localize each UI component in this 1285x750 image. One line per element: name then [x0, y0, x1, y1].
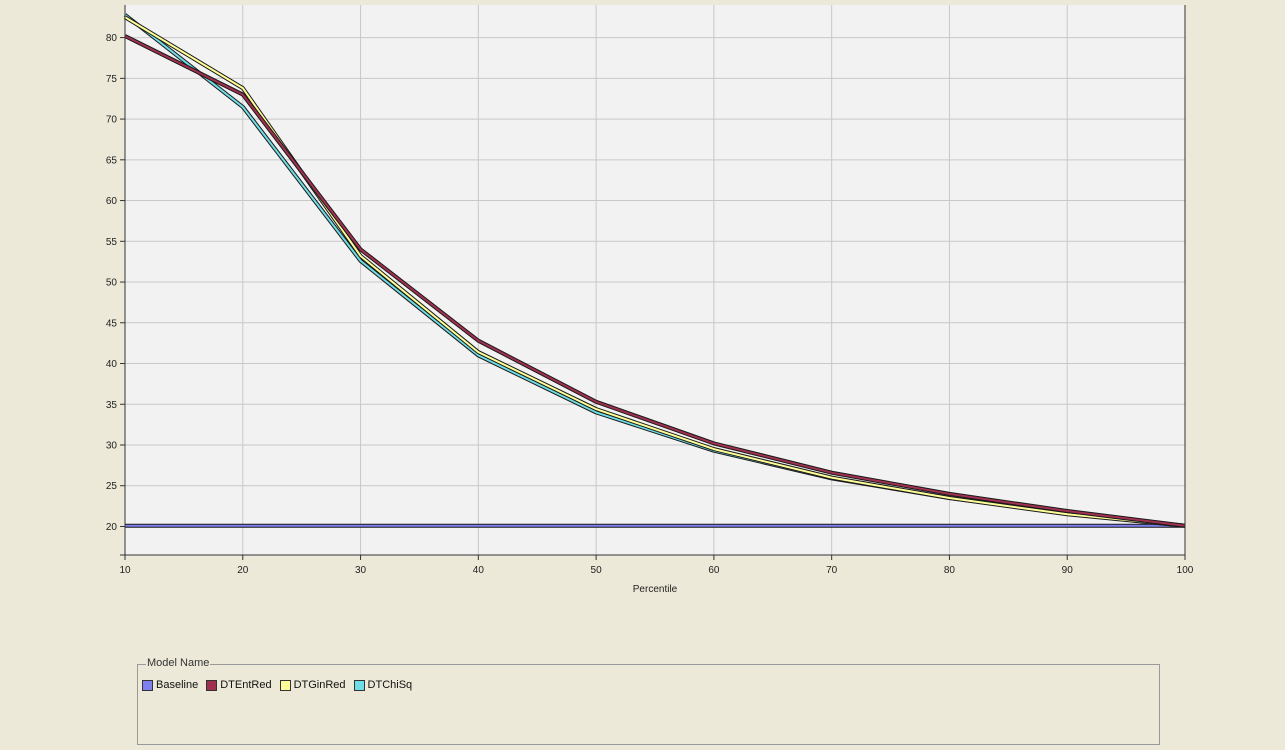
y-tick-label: 75 [106, 74, 118, 85]
y-tick-label: 40 [106, 359, 118, 370]
y-tick-label: 20 [106, 522, 118, 533]
legend-swatch [142, 680, 153, 691]
plot-area [125, 5, 1185, 555]
x-tick-label: 30 [355, 565, 367, 576]
legend-title: Model Name [146, 657, 210, 669]
y-tick-label: 35 [106, 400, 118, 411]
legend-label: DTGinRed [294, 679, 346, 691]
y-tick-label: 70 [106, 115, 118, 126]
y-tick-label: 60 [106, 196, 118, 207]
legend-item-dtginred: DTGinRed [280, 679, 346, 691]
y-tick-label: 25 [106, 481, 118, 492]
legend-items: Baseline DTEntRed DTGinRed DTChiSq [142, 679, 420, 691]
legend-item-baseline: Baseline [142, 679, 198, 691]
y-tick-labels: 20 25 30 35 40 45 50 55 60 65 70 75 80 [106, 33, 125, 533]
legend-swatch [354, 680, 365, 691]
x-tick-label: 70 [826, 565, 838, 576]
x-tick-label: 100 [1177, 565, 1194, 576]
legend-label: DTEntRed [220, 679, 271, 691]
legend: Model Name Baseline DTEntRed DTGinRed DTChi… [137, 664, 1160, 745]
x-tick-label: 60 [708, 565, 720, 576]
y-tick-label: 50 [106, 278, 118, 289]
x-tick-label: 80 [944, 565, 956, 576]
y-tick-label: 80 [106, 33, 118, 44]
legend-swatch [206, 680, 217, 691]
legend-label: DTChiSq [368, 679, 413, 691]
x-tick-label: 40 [473, 565, 485, 576]
x-tick-label: 50 [591, 565, 603, 576]
x-tick-label: 90 [1062, 565, 1074, 576]
y-tick-label: 45 [106, 318, 118, 329]
lift-chart: 10 20 30 40 50 60 70 80 90 100 20 25 30 35 40 45 50 55 60… [0, 0, 1285, 600]
x-tick-label: 10 [119, 565, 131, 576]
y-tick-label: 30 [106, 441, 118, 452]
x-tick-labels: 10 20 30 40 50 60 70 80 90 100 [119, 555, 1193, 576]
legend-label: Baseline [156, 679, 198, 691]
x-tick-label: 20 [237, 565, 249, 576]
y-tick-label: 55 [106, 237, 118, 248]
y-tick-label: 65 [106, 155, 118, 166]
x-axis-title: Percentile [633, 584, 678, 595]
legend-item-dtentred: DTEntRed [206, 679, 271, 691]
legend-item-dtchisq: DTChiSq [354, 679, 413, 691]
legend-swatch [280, 680, 291, 691]
